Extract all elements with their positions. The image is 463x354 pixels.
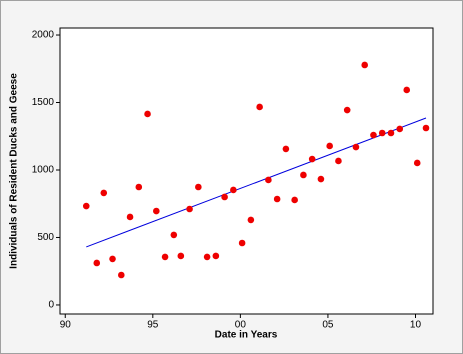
point xyxy=(161,253,169,261)
y-tick-label: 1000 xyxy=(32,165,55,176)
point xyxy=(177,252,185,260)
point xyxy=(308,155,316,163)
point xyxy=(82,202,90,210)
point xyxy=(144,110,151,118)
point xyxy=(186,205,193,213)
point xyxy=(100,189,108,197)
point xyxy=(370,131,377,139)
x-tick-label: 90 xyxy=(60,320,72,331)
y-tick-label: 2000 xyxy=(32,30,55,41)
y-tick-label: 0 xyxy=(48,300,54,311)
point xyxy=(335,157,342,165)
x-tick-label: 00 xyxy=(235,320,247,331)
point xyxy=(265,176,272,184)
trend-line xyxy=(86,117,427,248)
point xyxy=(153,207,160,215)
point xyxy=(247,216,255,224)
point xyxy=(378,129,386,137)
point xyxy=(413,159,421,167)
x-tick-label: 95 xyxy=(147,320,159,331)
point xyxy=(230,186,237,194)
point xyxy=(117,271,125,279)
point xyxy=(212,252,220,260)
point xyxy=(126,213,134,221)
x-tick-label: 05 xyxy=(322,320,334,331)
point xyxy=(326,142,333,150)
point xyxy=(396,125,404,133)
x-axis-label: Date in Years xyxy=(215,330,278,341)
plot-area xyxy=(59,27,434,315)
point xyxy=(387,129,395,137)
point xyxy=(256,103,263,111)
y-tick-label: 500 xyxy=(37,232,54,243)
point xyxy=(361,61,369,69)
point xyxy=(422,124,430,132)
point xyxy=(282,145,290,153)
point xyxy=(343,106,351,114)
point xyxy=(203,253,211,261)
y-axis-label: Individuals of Resident Ducks and Geese xyxy=(9,73,20,269)
point xyxy=(221,193,228,201)
point xyxy=(135,183,143,191)
point xyxy=(352,143,360,151)
x-tick-label: 10 xyxy=(410,320,422,331)
point xyxy=(291,196,298,204)
point xyxy=(300,171,307,179)
point xyxy=(195,183,202,191)
point xyxy=(273,195,281,203)
point xyxy=(317,175,325,183)
point xyxy=(238,239,246,247)
point xyxy=(109,255,116,263)
y-tick-label: 1500 xyxy=(32,97,55,108)
point xyxy=(93,259,101,267)
point xyxy=(403,86,411,94)
point xyxy=(170,231,178,239)
